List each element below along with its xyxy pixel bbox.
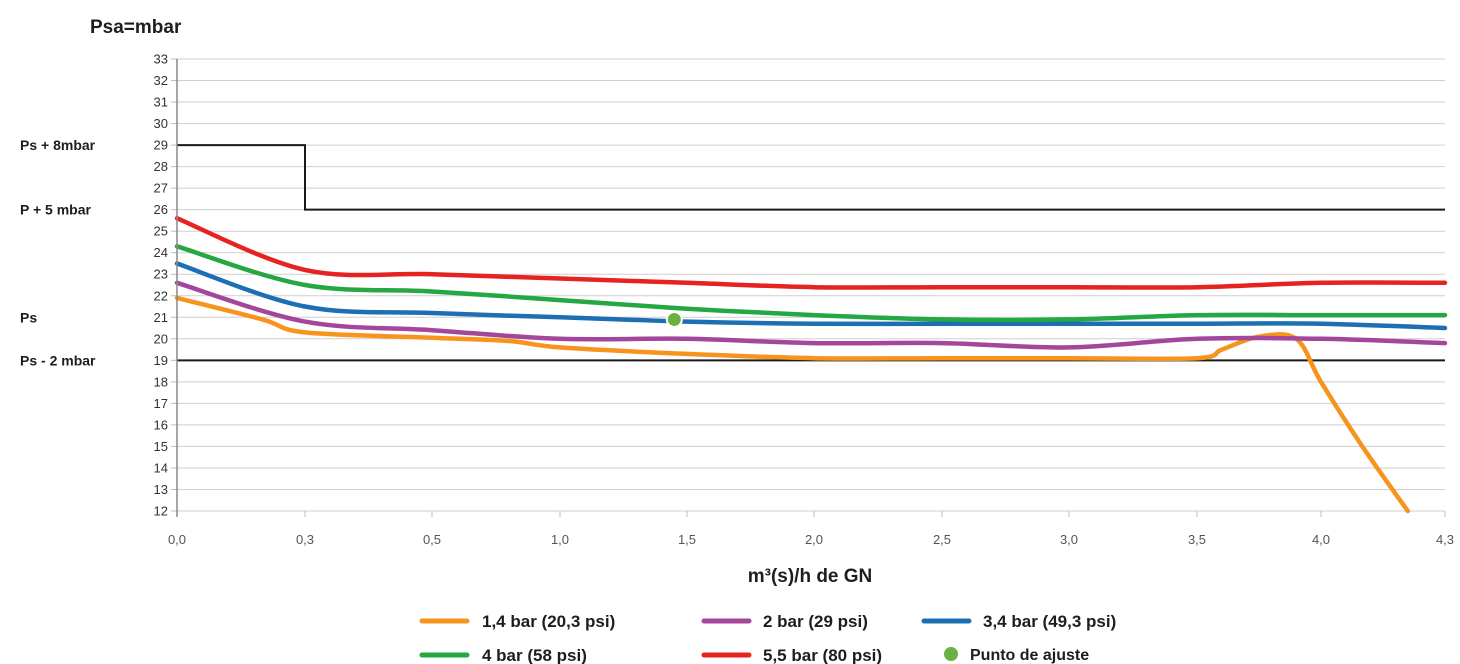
reference-label-2: P + 5 mbar: [20, 202, 92, 218]
x-tick-label-7: 3,0: [1060, 532, 1078, 547]
y-tick-label-13: 13: [154, 482, 168, 497]
legend-label-series-3: 3,4 bar (49,3 psi): [983, 612, 1116, 631]
y-tick-label-17: 17: [154, 396, 168, 411]
series-line-4: [174, 244, 1448, 323]
legend-swatch-marker: [944, 647, 958, 661]
series-line-5: [174, 216, 1448, 290]
legend-label-series-5: 5,5 bar (80 psi): [763, 646, 882, 664]
y-tick-label-29: 29: [154, 138, 168, 153]
markers: [665, 310, 683, 328]
y-tick-label-33: 33: [154, 52, 168, 67]
y-tick-label-14: 14: [154, 460, 168, 475]
reference-label-3: Ps: [20, 309, 37, 325]
y-tick-label-20: 20: [154, 331, 168, 346]
reference-labels: Ps + 8mbar P + 5 mbar Ps Ps - 2 mbar: [20, 137, 96, 368]
y-tick-label-15: 15: [154, 439, 168, 454]
y-tick-label-24: 24: [154, 245, 168, 260]
legend: 1,4 bar (20,3 psi) 2 bar (29 psi) 3,4 ba…: [419, 612, 1116, 664]
x-axis-title: m³(s)/h de GN: [748, 566, 873, 587]
y-tick-label-23: 23: [154, 267, 168, 282]
y-tick-label-27: 27: [154, 181, 168, 196]
x-tick-label-1: 0,3: [296, 532, 314, 547]
y-tick-label-25: 25: [154, 224, 168, 239]
legend-label-series-1: 1,4 bar (20,3 psi): [482, 612, 615, 631]
x-tick-label-9: 4,0: [1312, 532, 1330, 547]
x-tick-label-5: 2,0: [805, 532, 823, 547]
marker-punto-de-ajuste: [665, 310, 683, 328]
reference-label-1: Ps + 8mbar: [20, 137, 96, 153]
series-lines: [174, 216, 1448, 514]
x-tick-label-3: 1,0: [551, 532, 569, 547]
legend-label-marker: Punto de ajuste: [970, 647, 1089, 664]
x-axis-ticks: 0,0 0,3 0,5 1,0 1,5 2,0 2,5 3,0 3,5 4,0 4,3: [168, 511, 1454, 547]
series-line-1: [174, 295, 1411, 514]
y-tick-label-16: 16: [154, 417, 168, 432]
x-tick-label-10: 4,3: [1436, 532, 1454, 547]
y-tick-label-21: 21: [154, 310, 168, 325]
series-line-3: [174, 261, 1448, 331]
x-tick-label-0: 0,0: [168, 532, 186, 547]
x-tick-label-8: 3,5: [1188, 532, 1206, 547]
reference-label-4: Ps - 2 mbar: [20, 352, 96, 368]
y-tick-label-18: 18: [154, 374, 168, 389]
y-tick-label-22: 22: [154, 288, 168, 303]
series-line-2: [174, 280, 1448, 350]
legend-label-series-4: 4 bar (58 psi): [482, 646, 587, 664]
y-axis-ticks: 12 13 14 15 16 17 18 19 20 21 22 23 24 25 26 27 28 29 30 31…: [154, 52, 168, 519]
y-tick-label-32: 32: [154, 73, 168, 88]
x-tick-label-6: 2,5: [933, 532, 951, 547]
y-tick-label-19: 19: [154, 353, 168, 368]
upper-limit-step-line: [177, 144, 1445, 211]
y-tick-label-28: 28: [154, 159, 168, 174]
y-tick-label-26: 26: [154, 202, 168, 217]
y-axis-title: Psa=mbar: [90, 17, 182, 38]
y-tick-label-12: 12: [154, 504, 168, 519]
legend-label-series-2: 2 bar (29 psi): [763, 612, 868, 631]
y-tick-label-30: 30: [154, 116, 168, 131]
x-tick-label-2: 0,5: [423, 532, 441, 547]
x-tick-label-4: 1,5: [678, 532, 696, 547]
y-tick-label-31: 31: [154, 95, 168, 110]
